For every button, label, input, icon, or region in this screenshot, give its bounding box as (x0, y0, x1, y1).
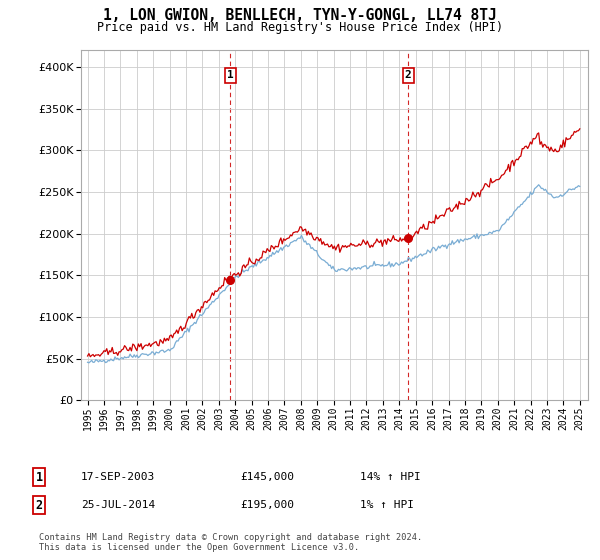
Text: £145,000: £145,000 (240, 472, 294, 482)
Text: 17-SEP-2003: 17-SEP-2003 (81, 472, 155, 482)
Text: 2: 2 (35, 498, 43, 512)
Text: 1% ↑ HPI: 1% ↑ HPI (360, 500, 414, 510)
Text: Contains HM Land Registry data © Crown copyright and database right 2024.: Contains HM Land Registry data © Crown c… (39, 533, 422, 542)
Text: 1, LON GWION, BENLLECH, TYN-Y-GONGL, LL74 8TJ: 1, LON GWION, BENLLECH, TYN-Y-GONGL, LL7… (103, 8, 497, 24)
Text: 14% ↑ HPI: 14% ↑ HPI (360, 472, 421, 482)
Text: This data is licensed under the Open Government Licence v3.0.: This data is licensed under the Open Gov… (39, 543, 359, 552)
Text: Price paid vs. HM Land Registry's House Price Index (HPI): Price paid vs. HM Land Registry's House … (97, 21, 503, 34)
Text: £195,000: £195,000 (240, 500, 294, 510)
Text: 2: 2 (405, 71, 412, 81)
Text: 1: 1 (227, 71, 234, 81)
Text: 25-JUL-2014: 25-JUL-2014 (81, 500, 155, 510)
Text: 1: 1 (35, 470, 43, 484)
